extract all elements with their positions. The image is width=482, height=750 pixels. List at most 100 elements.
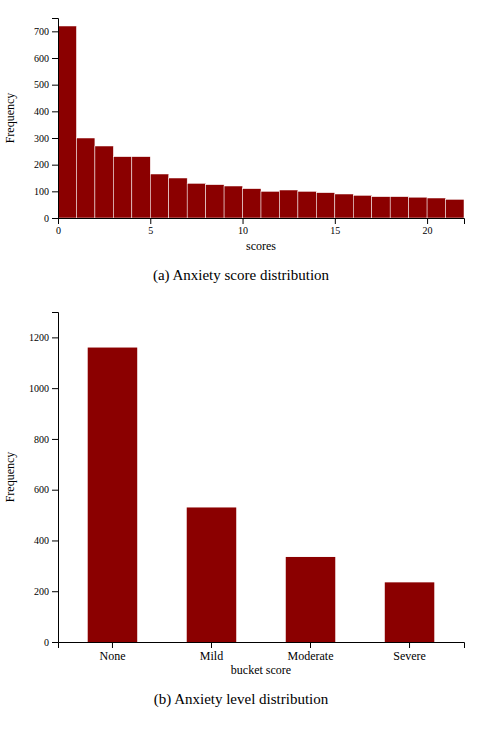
x-tick-label: Severe bbox=[393, 649, 426, 663]
y-tick: 600 bbox=[34, 53, 58, 64]
x-tick-mark bbox=[335, 218, 336, 224]
y-tick: 600 bbox=[34, 484, 58, 495]
histogram-bar bbox=[446, 199, 464, 218]
y-tick-mark bbox=[52, 540, 58, 541]
y-tick-mark bbox=[52, 58, 58, 59]
y-tick-label: 1200 bbox=[29, 332, 49, 343]
x-tick-label: 0 bbox=[56, 225, 61, 236]
histogram-bar bbox=[353, 195, 371, 218]
y-tick-label: 200 bbox=[34, 586, 49, 597]
y-tick-mark bbox=[52, 388, 58, 389]
y-tick-mark bbox=[52, 191, 58, 192]
histogram-bar bbox=[279, 190, 297, 218]
y-tick: 300 bbox=[34, 133, 58, 144]
histogram-bar bbox=[316, 193, 334, 218]
x-tick-mark bbox=[243, 218, 244, 224]
histogram-bar bbox=[409, 197, 427, 218]
y-tick: 200 bbox=[34, 586, 58, 597]
y-tick-mark bbox=[52, 165, 58, 166]
y-tick-mark bbox=[52, 490, 58, 491]
x-tick: None bbox=[99, 642, 125, 663]
histogram-bar bbox=[224, 186, 242, 218]
y-tick-label: 600 bbox=[34, 53, 49, 64]
y-tick-label: 700 bbox=[34, 26, 49, 37]
histogram-bar bbox=[76, 138, 94, 218]
y-tick-mark bbox=[52, 591, 58, 592]
histogram-bar bbox=[243, 189, 261, 218]
x-tick-label: Moderate bbox=[288, 649, 334, 663]
y-tick-label: 0 bbox=[44, 213, 49, 224]
x-tick: Moderate bbox=[288, 642, 334, 663]
x-tick: 15 bbox=[330, 218, 340, 236]
histogram-bar bbox=[150, 174, 168, 218]
x-tick-mark bbox=[427, 218, 428, 224]
x-tick-label: 5 bbox=[148, 225, 153, 236]
histogram-bar bbox=[390, 197, 408, 218]
x-axis: 0 5 10 15 20 bbox=[56, 218, 465, 236]
histogram-bar bbox=[95, 146, 113, 218]
y-tick: 400 bbox=[34, 535, 58, 546]
y-tick: 1200 bbox=[29, 332, 58, 343]
x-tick: Severe bbox=[393, 642, 426, 663]
y-tick-label: 800 bbox=[34, 434, 49, 445]
x-tick: 5 bbox=[148, 218, 153, 236]
x-axis: None Mild Moderate Severe bbox=[59, 642, 465, 663]
histogram-bar bbox=[187, 183, 205, 218]
y-tick: 0 bbox=[44, 637, 58, 648]
histogram-bar bbox=[335, 194, 353, 218]
chart-caption: (b) Anxiety level distribution bbox=[154, 691, 329, 708]
histogram-bar bbox=[58, 26, 76, 218]
y-tick: 0 bbox=[44, 213, 58, 224]
y-tick: 400 bbox=[34, 106, 58, 117]
bar bbox=[88, 348, 138, 642]
histogram-bar bbox=[113, 157, 131, 218]
y-tick-label: 500 bbox=[34, 79, 49, 90]
x-tick: 10 bbox=[238, 218, 248, 236]
y-tick: 800 bbox=[34, 434, 58, 445]
plot-area bbox=[58, 26, 464, 218]
y-tick-label: 600 bbox=[34, 484, 49, 495]
chart-1: None Mild Moderate Severe 0 200 400 600 800 1000 1… bbox=[3, 313, 465, 678]
y-tick-label: 400 bbox=[34, 106, 49, 117]
x-axis-title: bucket score bbox=[231, 663, 291, 677]
y-axis-title: Frequency bbox=[3, 93, 17, 144]
y-axis-line bbox=[52, 313, 59, 643]
histogram-bar bbox=[427, 198, 445, 218]
x-tick: 20 bbox=[423, 218, 433, 236]
y-axis: 0 200 400 600 800 1000 1200 bbox=[29, 313, 59, 648]
y-tick: 500 bbox=[34, 79, 58, 90]
y-tick: 200 bbox=[34, 159, 58, 170]
histogram-bar bbox=[132, 157, 150, 218]
histogram-bar bbox=[261, 191, 279, 218]
x-tick: 0 bbox=[56, 218, 61, 236]
x-tick: Mild bbox=[200, 642, 223, 663]
histogram-bar bbox=[298, 191, 316, 218]
y-tick-label: 300 bbox=[34, 133, 49, 144]
x-axis-line bbox=[59, 643, 465, 649]
y-tick: 100 bbox=[34, 186, 58, 197]
x-axis-title: scores bbox=[246, 239, 276, 253]
y-tick-label: 200 bbox=[34, 159, 49, 170]
y-tick-mark bbox=[52, 337, 58, 338]
y-tick-mark bbox=[52, 111, 58, 112]
x-tick-label: 10 bbox=[238, 225, 248, 236]
y-tick-mark bbox=[52, 218, 58, 219]
y-tick-label: 100 bbox=[34, 186, 49, 197]
bar bbox=[286, 557, 336, 642]
y-tick: 700 bbox=[34, 26, 58, 37]
x-tick-mark bbox=[150, 218, 151, 224]
plot-area bbox=[88, 348, 435, 642]
x-tick-mark bbox=[310, 642, 311, 648]
y-axis: 0 100 200 300 400 500 600 700 bbox=[34, 19, 59, 224]
chart-0: 051015200100200300400500600700scoresFreq… bbox=[3, 19, 465, 254]
x-tick-label: Mild bbox=[200, 649, 223, 663]
y-tick-mark bbox=[52, 642, 58, 643]
x-axis-line bbox=[59, 219, 465, 225]
y-tick-label: 0 bbox=[44, 637, 49, 648]
y-tick: 1000 bbox=[29, 383, 58, 394]
bar bbox=[385, 582, 435, 642]
x-tick-label: None bbox=[99, 649, 125, 663]
y-axis-title: Frequency bbox=[3, 452, 17, 503]
chart-svg: 051015200100200300400500600700scoresFreq… bbox=[0, 0, 482, 750]
histogram-bar bbox=[169, 178, 187, 218]
